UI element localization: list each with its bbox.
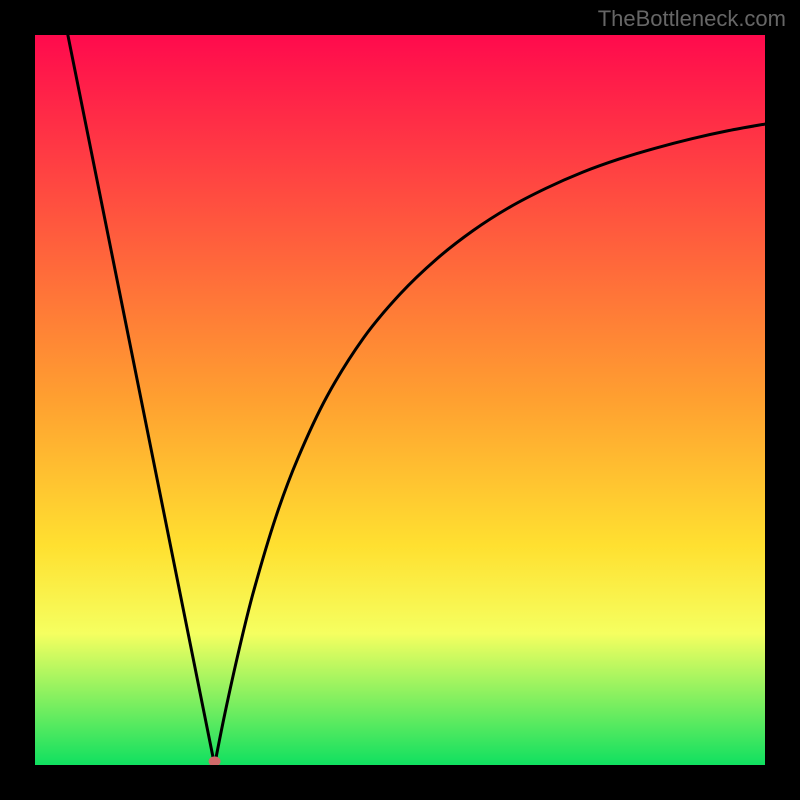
watermark-text: TheBottleneck.com [598,6,786,32]
chart-container: TheBottleneck.com [0,0,800,800]
bottleneck-curve [35,35,765,765]
plot-area [35,35,765,765]
minimum-marker [209,756,221,765]
curve-path [68,35,765,765]
